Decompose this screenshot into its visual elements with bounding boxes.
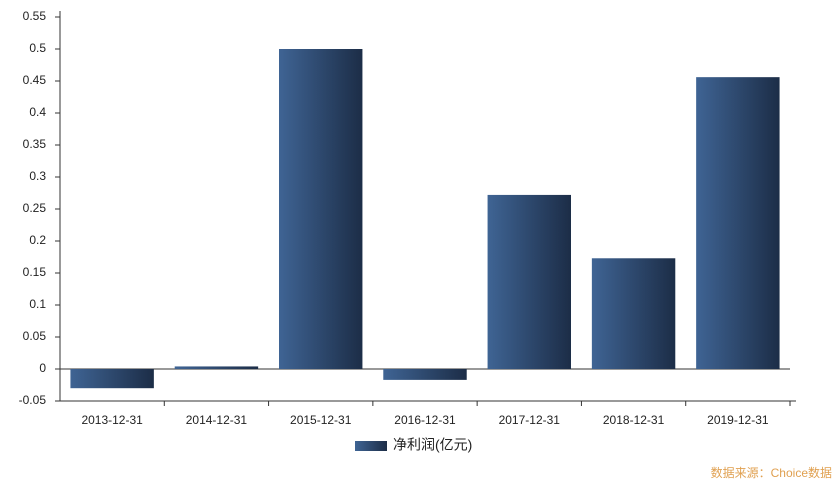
y-tick-label: 0.5 (29, 41, 46, 55)
y-tick-label: 0.35 (23, 137, 47, 151)
source-note: 数据来源：Choice数据 (711, 465, 832, 480)
y-tick-label: 0.3 (29, 169, 46, 183)
y-tick-label: 0.25 (23, 201, 47, 215)
x-tick-label: 2013-12-31 (81, 413, 143, 427)
bar (383, 369, 467, 380)
y-tick-label: 0.45 (23, 73, 47, 87)
legend-label: 净利润(亿元) (393, 437, 472, 453)
bar (591, 258, 676, 369)
x-tick-label: 2019-12-31 (707, 413, 769, 427)
y-tick-label: 0.2 (29, 233, 46, 247)
x-tick-label: 2015-12-31 (290, 413, 352, 427)
y-tick-label: 0.55 (23, 9, 47, 23)
y-tick-label: 0.15 (23, 265, 47, 279)
bar (174, 366, 259, 369)
y-tick-label: 0.1 (29, 297, 46, 311)
bar (487, 194, 571, 369)
bar (696, 77, 780, 369)
y-tick-label: 0 (39, 361, 46, 375)
bar (70, 369, 154, 389)
legend-swatch (355, 441, 387, 451)
x-tick-label: 2016-12-31 (394, 413, 456, 427)
y-tick-label: 0.4 (29, 105, 46, 119)
y-tick-label: -0.05 (19, 393, 47, 407)
bar (279, 49, 363, 369)
x-tick-label: 2014-12-31 (186, 413, 248, 427)
y-tick-label: 0.05 (23, 329, 47, 343)
x-tick-label: 2017-12-31 (499, 413, 561, 427)
x-tick-label: 2018-12-31 (603, 413, 665, 427)
